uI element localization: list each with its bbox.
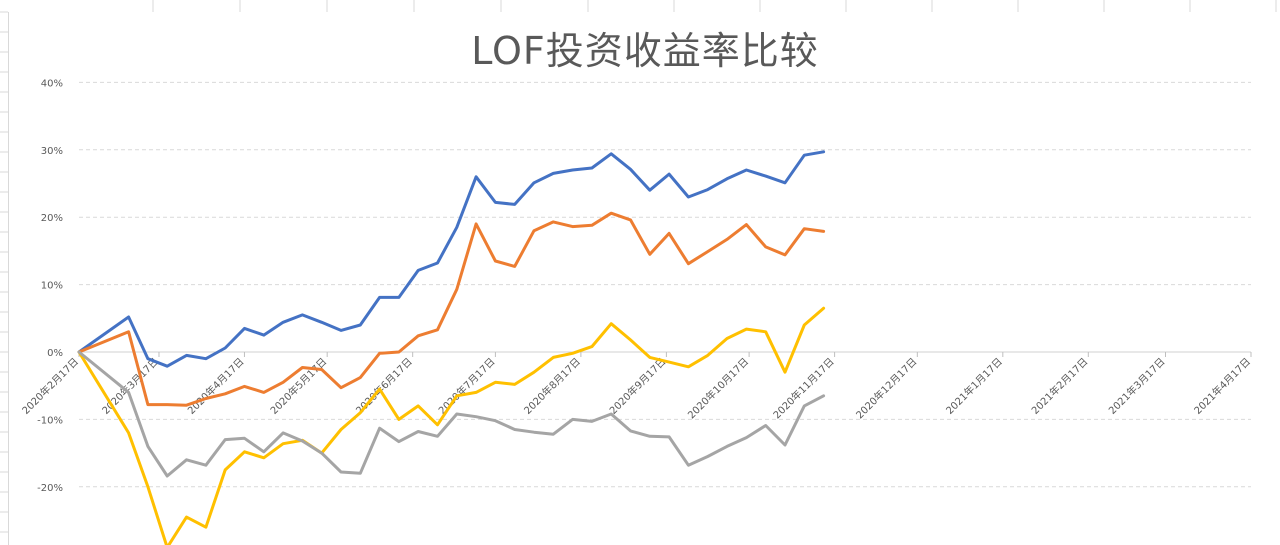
x-tick-label: 2020年10月17日 <box>685 355 751 421</box>
y-tick-label: 0% <box>47 348 63 359</box>
y-tick-label: 20% <box>41 213 63 224</box>
line-chart: 40% 30% 20% 10% 0% -10% -20% 2020年2月17日 2020年3月1… <box>19 78 1253 545</box>
x-tick-label: 2020年2月17日 <box>19 355 81 417</box>
y-tick-label: 40% <box>41 78 63 89</box>
series-line-4 <box>77 350 826 478</box>
x-tick-label: 2021年2月17日 <box>1029 355 1091 417</box>
series-line-3 <box>77 306 826 545</box>
chart-area[interactable]: LOF投资收益率比较 40% 30% 20% 10% 0% -10% -20% 2020年2月… <box>8 12 1280 545</box>
y-tick-label: 30% <box>41 146 63 157</box>
series-line-1 <box>77 150 826 368</box>
x-tick-label: 2020年6月17日 <box>353 355 415 417</box>
y-tick-label: -20% <box>37 483 63 494</box>
chart-title: LOF投资收益率比较 <box>471 29 819 73</box>
x-tick-label: 2021年3月17日 <box>1106 355 1168 417</box>
x-tick-label: 2020年12月17日 <box>853 355 919 421</box>
series-line-2 <box>77 211 826 407</box>
x-tick-label: 2020年3月17日 <box>99 355 161 417</box>
y-tick-label: 10% <box>41 281 63 292</box>
x-tick-label: 2020年8月17日 <box>521 355 583 417</box>
x-tick-label: 2021年4月17日 <box>1191 355 1253 417</box>
x-tick-label: 2021年1月17日 <box>943 355 1005 417</box>
x-tick-label: 2020年9月17日 <box>607 355 669 417</box>
x-tick-label: 2020年4月17日 <box>185 355 247 417</box>
y-tick-label: -10% <box>37 415 63 426</box>
